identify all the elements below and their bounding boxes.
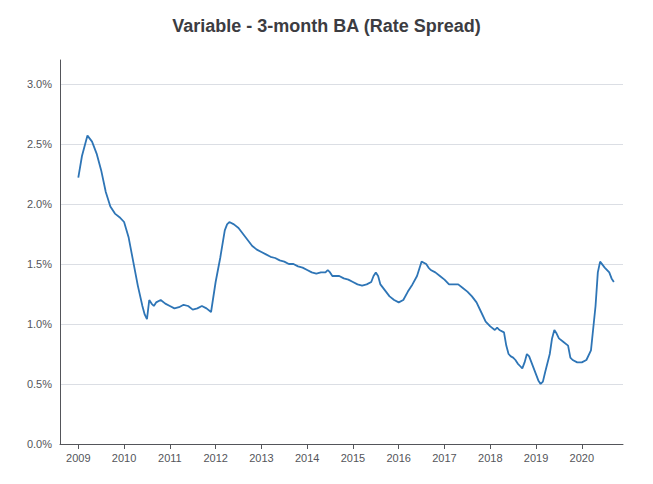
svg-text:2020: 2020 bbox=[570, 452, 594, 464]
svg-text:3.0%: 3.0% bbox=[27, 78, 52, 90]
svg-text:2017: 2017 bbox=[432, 452, 456, 464]
svg-text:2014: 2014 bbox=[295, 452, 319, 464]
svg-text:2015: 2015 bbox=[341, 452, 365, 464]
svg-text:2019: 2019 bbox=[524, 452, 548, 464]
svg-text:2012: 2012 bbox=[203, 452, 227, 464]
svg-text:2.0%: 2.0% bbox=[27, 198, 52, 210]
svg-text:2009: 2009 bbox=[66, 452, 90, 464]
svg-text:Variable - 3-month BA (Rate Sp: Variable - 3-month BA (Rate Spread) bbox=[172, 16, 480, 36]
svg-text:2010: 2010 bbox=[112, 452, 136, 464]
svg-text:1.5%: 1.5% bbox=[27, 258, 52, 270]
svg-text:2011: 2011 bbox=[158, 452, 182, 464]
svg-text:2.5%: 2.5% bbox=[27, 138, 52, 150]
svg-text:2016: 2016 bbox=[386, 452, 410, 464]
svg-text:2018: 2018 bbox=[478, 452, 502, 464]
svg-text:0.5%: 0.5% bbox=[27, 378, 52, 390]
svg-text:2013: 2013 bbox=[249, 452, 273, 464]
svg-text:1.0%: 1.0% bbox=[27, 318, 52, 330]
svg-text:0.0%: 0.0% bbox=[27, 438, 52, 450]
